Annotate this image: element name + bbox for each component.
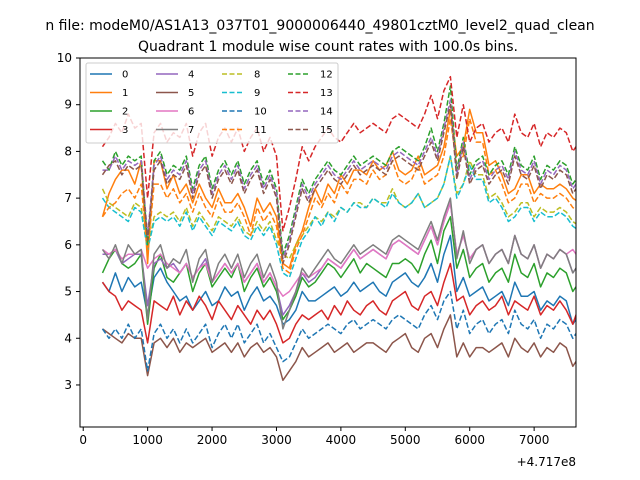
y-tick-label: 10	[57, 51, 72, 65]
x-tick-label: 4000	[326, 433, 357, 447]
legend-label-0: 0	[122, 70, 128, 81]
legend-label-15: 15	[320, 125, 333, 136]
x-tick-label: 6000	[454, 433, 485, 447]
axes-frame	[79, 57, 577, 428]
y-tick-label: 9	[64, 98, 72, 112]
legend-label-11: 11	[254, 125, 267, 136]
x-tick-label: 1000	[132, 433, 163, 447]
series-group	[101, 75, 576, 382]
series-line-7	[101, 197, 576, 330]
series-line-0	[101, 234, 576, 325]
y-tick-label: 5	[64, 285, 72, 299]
legend-label-13: 13	[320, 88, 333, 99]
series-line-1	[101, 108, 576, 269]
legend-label-3: 3	[122, 125, 128, 136]
y-tick-label: 4	[64, 331, 72, 345]
x-tick-label: 3000	[261, 433, 292, 447]
series-line-12	[101, 85, 576, 255]
legend-label-4: 4	[188, 70, 194, 81]
series-line-14	[102, 99, 576, 260]
legend-label-10: 10	[254, 107, 267, 118]
x-tick-label: 5000	[390, 433, 421, 447]
y-tick-label: 6	[64, 238, 72, 252]
x-tick-label: 7000	[519, 433, 550, 447]
x-tick-label: 2000	[197, 433, 228, 447]
legend-label-2: 2	[122, 107, 128, 118]
legend-label-9: 9	[254, 88, 260, 99]
y-tick-label: 8	[64, 144, 72, 158]
legend-box	[85, 62, 339, 144]
series-line-3	[101, 262, 576, 344]
page-title: n file: modeM0/AS1A13_037T01_9000006440_…	[45, 18, 594, 34]
series-line-13	[101, 75, 576, 232]
series-line-5	[102, 314, 576, 382]
legend-label-1: 1	[122, 88, 128, 99]
chart-title: Quadrant 1 module wise count rates with …	[138, 39, 518, 55]
legend-label-12: 12	[320, 70, 333, 81]
series-line-9	[101, 155, 576, 279]
legend-label-5: 5	[188, 88, 194, 99]
series-line-11	[101, 117, 576, 274]
legend-label-7: 7	[188, 125, 194, 136]
legend-label-14: 14	[320, 107, 333, 118]
y-tick-label: 7	[64, 191, 72, 205]
legend-label-6: 6	[188, 107, 194, 118]
legend-label-8: 8	[254, 70, 260, 81]
y-axis: 3 4 5 6 7 8 9 10	[57, 51, 80, 392]
x-offset-label: +4.717e8	[517, 455, 576, 469]
y-tick-label: 3	[64, 378, 72, 392]
series-line-10	[101, 290, 576, 372]
series-line-15	[101, 103, 576, 265]
x-axis: 0 1000 2000 3000 4000 5000 6000 7000	[79, 427, 549, 447]
x-tick-label: 0	[79, 433, 87, 447]
